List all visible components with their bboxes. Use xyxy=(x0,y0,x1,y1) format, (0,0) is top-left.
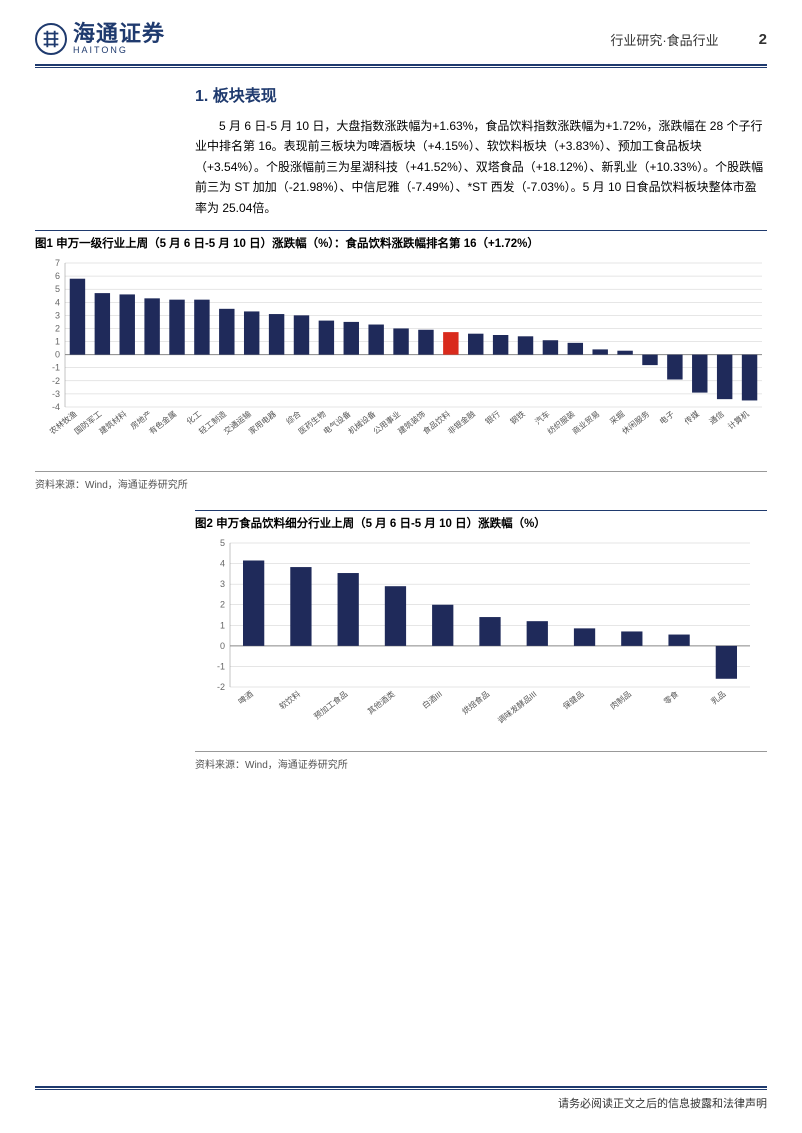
logo: 海通证券 HAITONG xyxy=(35,23,165,55)
page-header: 海通证券 HAITONG 行业研究·食品行业 2 xyxy=(35,20,767,66)
figure-2-title: 图2 申万食品饮料细分行业上周（5 月 6 日-5 月 10 日）涨跌幅（%） xyxy=(195,510,767,535)
svg-text:汽车: 汽车 xyxy=(533,409,552,427)
logo-text-en: HAITONG xyxy=(73,46,165,55)
svg-text:1: 1 xyxy=(55,336,60,346)
svg-text:1: 1 xyxy=(220,620,225,630)
svg-text:肉制品: 肉制品 xyxy=(608,689,633,712)
figure-1-source: 资料来源：Wind，海通证券研究所 xyxy=(35,471,767,494)
svg-text:0: 0 xyxy=(55,350,60,360)
svg-text:6: 6 xyxy=(55,271,60,281)
svg-text:计算机: 计算机 xyxy=(726,409,751,432)
svg-text:化工: 化工 xyxy=(184,409,203,427)
header-right: 行业研究·食品行业 2 xyxy=(610,30,767,49)
figure-2-chart: -2 -1 0 1 2 3 4 5 啤酒 软饮料预加工食品其他酒类 白酒III 烘焙食品调味发酵品II… xyxy=(195,535,767,745)
svg-text:电子: 电子 xyxy=(657,409,676,427)
svg-text:0: 0 xyxy=(220,641,225,651)
svg-text:2: 2 xyxy=(220,600,225,610)
svg-text:综合: 综合 xyxy=(284,409,303,427)
svg-text:软饮料: 软饮料 xyxy=(277,689,302,712)
svg-text:啤酒: 啤酒 xyxy=(236,689,255,707)
logo-text-cn: 海通证券 xyxy=(73,23,165,45)
svg-text:烘焙食品: 烘焙食品 xyxy=(460,689,491,717)
svg-text:家用电器: 家用电器 xyxy=(246,409,277,437)
page-number: 2 xyxy=(759,31,767,48)
svg-text:-2: -2 xyxy=(217,682,225,692)
svg-text:调味发酵品III: 调味发酵品III xyxy=(496,689,539,726)
body: 1. 板块表现 5 月 6 日-5 月 10 日，大盘指数涨跌幅为+1.63%，… xyxy=(35,68,767,218)
svg-text:7: 7 xyxy=(55,258,60,268)
section-number: 1. xyxy=(195,88,208,105)
svg-text:零食: 零食 xyxy=(662,689,681,707)
svg-text:有色金属: 有色金属 xyxy=(147,409,178,437)
svg-text:-2: -2 xyxy=(52,376,60,386)
spacer xyxy=(35,494,767,510)
svg-text:3: 3 xyxy=(220,579,225,589)
svg-text:白酒III: 白酒III xyxy=(420,689,444,711)
svg-text:保健品: 保健品 xyxy=(561,689,586,712)
svg-text:休闲服务: 休闲服务 xyxy=(620,409,651,437)
section-title: 1. 板块表现 xyxy=(195,82,767,106)
svg-text:-1: -1 xyxy=(52,363,60,373)
svg-text:预加工食品: 预加工食品 xyxy=(312,689,350,722)
svg-text:非银金融: 非银金融 xyxy=(446,409,477,437)
svg-text:-3: -3 xyxy=(52,389,60,399)
svg-text:乳品: 乳品 xyxy=(709,689,728,707)
svg-text:商业贸易: 商业贸易 xyxy=(570,409,601,437)
svg-text:银行: 银行 xyxy=(483,409,502,427)
svg-text:通信: 通信 xyxy=(707,409,726,427)
svg-text:-1: -1 xyxy=(217,661,225,671)
haitong-logo-icon xyxy=(35,23,67,55)
svg-text:4: 4 xyxy=(55,297,60,307)
svg-text:5: 5 xyxy=(220,538,225,548)
svg-text:-4: -4 xyxy=(52,402,60,412)
svg-text:建筑材料: 建筑材料 xyxy=(97,409,128,437)
section-heading: 板块表现 xyxy=(213,88,277,105)
page-footer: 请务必阅读正文之后的信息披露和法律声明 xyxy=(35,1089,767,1111)
footer-text: 请务必阅读正文之后的信息披露和法律声明 xyxy=(558,1098,767,1110)
svg-text:2: 2 xyxy=(55,323,60,333)
section-paragraph: 5 月 6 日-5 月 10 日，大盘指数涨跌幅为+1.63%，食品饮料指数涨跌… xyxy=(195,116,767,218)
svg-text:4: 4 xyxy=(220,559,225,569)
figure-1-chart: -4-3-2-101234567农林牧渔国防军工建筑材料房地产有色金属化工轻工制… xyxy=(35,255,767,465)
figure-2-source: 资料来源：Wind，海通证券研究所 xyxy=(195,751,767,774)
svg-text:传媒: 传媒 xyxy=(682,409,701,427)
svg-text:钢铁: 钢铁 xyxy=(508,409,527,427)
svg-text:采掘: 采掘 xyxy=(608,409,627,427)
figure-1-title: 图1 申万一级行业上周（5 月 6 日-5 月 10 日）涨跌幅（%）：食品饮料… xyxy=(35,230,767,255)
svg-text:3: 3 xyxy=(55,310,60,320)
svg-text:其他酒类: 其他酒类 xyxy=(365,689,396,717)
svg-text:5: 5 xyxy=(55,284,60,294)
figure-1: 图1 申万一级行业上周（5 月 6 日-5 月 10 日）涨跌幅（%）：食品饮料… xyxy=(35,230,767,494)
doc-category: 行业研究·食品行业 xyxy=(610,30,718,49)
logo-text: 海通证券 HAITONG xyxy=(73,23,165,55)
figure-2: 图2 申万食品饮料细分行业上周（5 月 6 日-5 月 10 日）涨跌幅（%） … xyxy=(35,510,767,774)
